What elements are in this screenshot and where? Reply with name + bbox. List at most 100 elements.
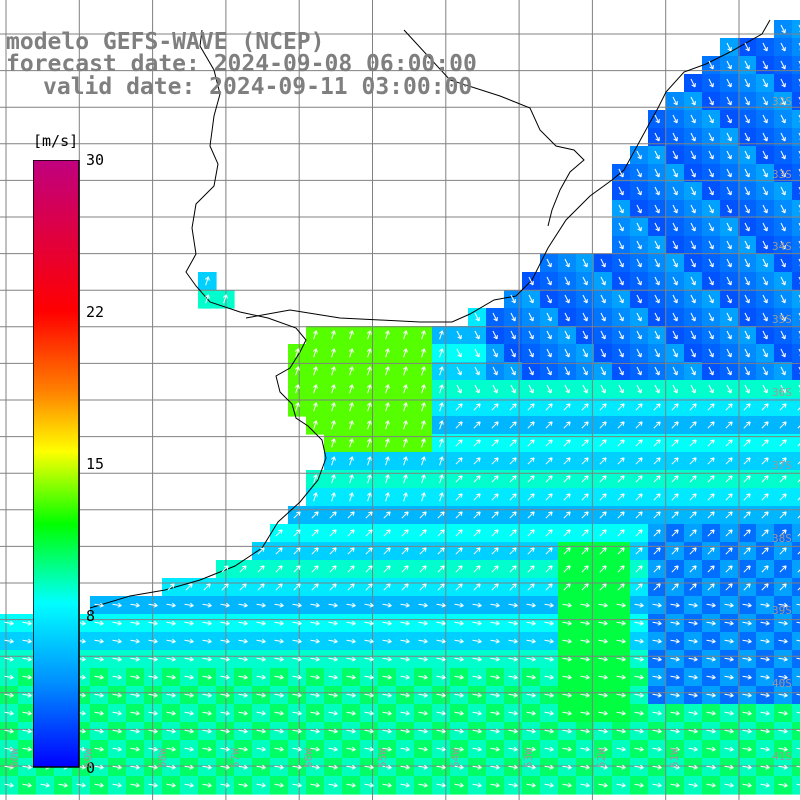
wind-arrow — [778, 656, 788, 662]
wind-arrow — [367, 402, 372, 412]
wind-arrow — [220, 602, 230, 608]
wind-arrow — [546, 366, 552, 376]
wind-arrow — [148, 764, 158, 770]
wind-arrow — [708, 114, 714, 124]
wind-arrow — [618, 276, 624, 286]
wind-arrow — [762, 348, 768, 358]
wind-arrow — [454, 656, 464, 662]
wind-arrow — [761, 475, 769, 483]
wind-arrow — [365, 583, 373, 591]
wind-arrow — [474, 312, 480, 322]
wind-arrow — [634, 764, 644, 770]
wind-arrow — [580, 746, 590, 752]
lon-label: 59W — [82, 748, 95, 768]
wind-arrow — [166, 620, 176, 626]
wind-arrow — [130, 746, 140, 752]
wind-arrow — [364, 710, 374, 716]
wind-arrow — [690, 348, 696, 358]
wind-arrow — [418, 602, 428, 608]
wind-arrow — [707, 565, 715, 573]
wind-arrow — [331, 492, 336, 502]
wind-arrow — [274, 710, 284, 716]
wind-arrow — [331, 330, 336, 340]
wind-arrow — [166, 782, 176, 788]
wind-arrow — [367, 366, 372, 376]
wind-arrow — [762, 150, 768, 160]
wind-arrow — [742, 746, 752, 752]
wind-arrow — [130, 656, 140, 662]
wind-arrow — [725, 475, 733, 483]
wind-arrow — [761, 565, 769, 573]
wind-arrow — [275, 583, 283, 591]
wind-arrow — [616, 764, 626, 770]
wind-arrow — [689, 403, 697, 411]
wind-arrow — [797, 497, 800, 501]
wind-arrow — [708, 186, 714, 196]
wind-arrow — [328, 602, 338, 608]
wind-arrow — [473, 457, 481, 465]
wind-arrow — [167, 583, 175, 591]
wind-arrow — [310, 692, 320, 698]
wind-arrow — [780, 42, 786, 52]
wind-arrow — [671, 493, 679, 501]
wind-arrow — [367, 330, 372, 340]
wind-arrow — [454, 764, 464, 770]
wind-arrow — [689, 475, 697, 483]
wind-arrow — [725, 403, 733, 411]
wind-arrow — [688, 692, 698, 698]
wind-arrow — [672, 258, 678, 268]
wind-arrow — [762, 168, 768, 178]
wind-arrow — [671, 403, 679, 411]
wind-arrow — [510, 294, 516, 304]
wind-arrow — [400, 764, 410, 770]
wind-arrow — [546, 312, 552, 322]
wind-arrow — [473, 529, 481, 537]
wind-arrow — [599, 583, 607, 591]
lat-label: 40S — [772, 677, 792, 690]
wind-speed-cell — [792, 92, 800, 111]
wind-arrow — [526, 674, 536, 680]
wind-arrow — [563, 493, 571, 501]
wind-arrow — [364, 692, 374, 698]
wind-arrow — [295, 384, 300, 394]
wind-arrow — [599, 475, 607, 483]
wind-arrow — [510, 312, 516, 322]
wind-arrow — [706, 602, 716, 608]
wind-arrow — [310, 638, 320, 644]
wind-arrow — [418, 710, 428, 716]
wind-arrow — [670, 764, 680, 770]
wind-arrow — [454, 782, 464, 788]
wind-arrow — [742, 728, 752, 734]
wind-arrow — [202, 782, 212, 788]
wind-arrow — [94, 656, 104, 662]
wind-arrow — [635, 511, 643, 519]
wind-arrow — [490, 656, 500, 662]
wind-arrow — [544, 782, 554, 788]
lon-label: 55W — [376, 748, 389, 768]
wind-arrow — [564, 276, 570, 286]
wind-arrow — [636, 204, 642, 214]
wind-arrow — [780, 78, 786, 88]
wind-arrow — [671, 529, 679, 537]
wind-arrow — [671, 475, 679, 483]
wind-arrow — [166, 746, 176, 752]
wind-arrow — [780, 258, 786, 268]
wind-arrow — [743, 565, 751, 573]
wind-arrow — [400, 602, 410, 608]
wind-arrow — [708, 330, 714, 340]
wind-arrow — [742, 602, 752, 608]
wind-arrow — [329, 565, 337, 573]
wind-speed-cell — [792, 542, 800, 561]
wind-arrow — [562, 710, 572, 716]
wind-arrow — [185, 583, 193, 591]
wind-arrow — [726, 384, 732, 394]
wind-speed-cell — [792, 236, 800, 255]
wind-arrow — [347, 511, 355, 519]
wind-arrow — [654, 132, 660, 142]
wind-arrow — [528, 366, 534, 376]
wind-arrow — [4, 656, 14, 662]
wind-arrow — [744, 168, 750, 178]
wind-arrow — [421, 474, 426, 484]
wind-arrow — [22, 620, 32, 626]
